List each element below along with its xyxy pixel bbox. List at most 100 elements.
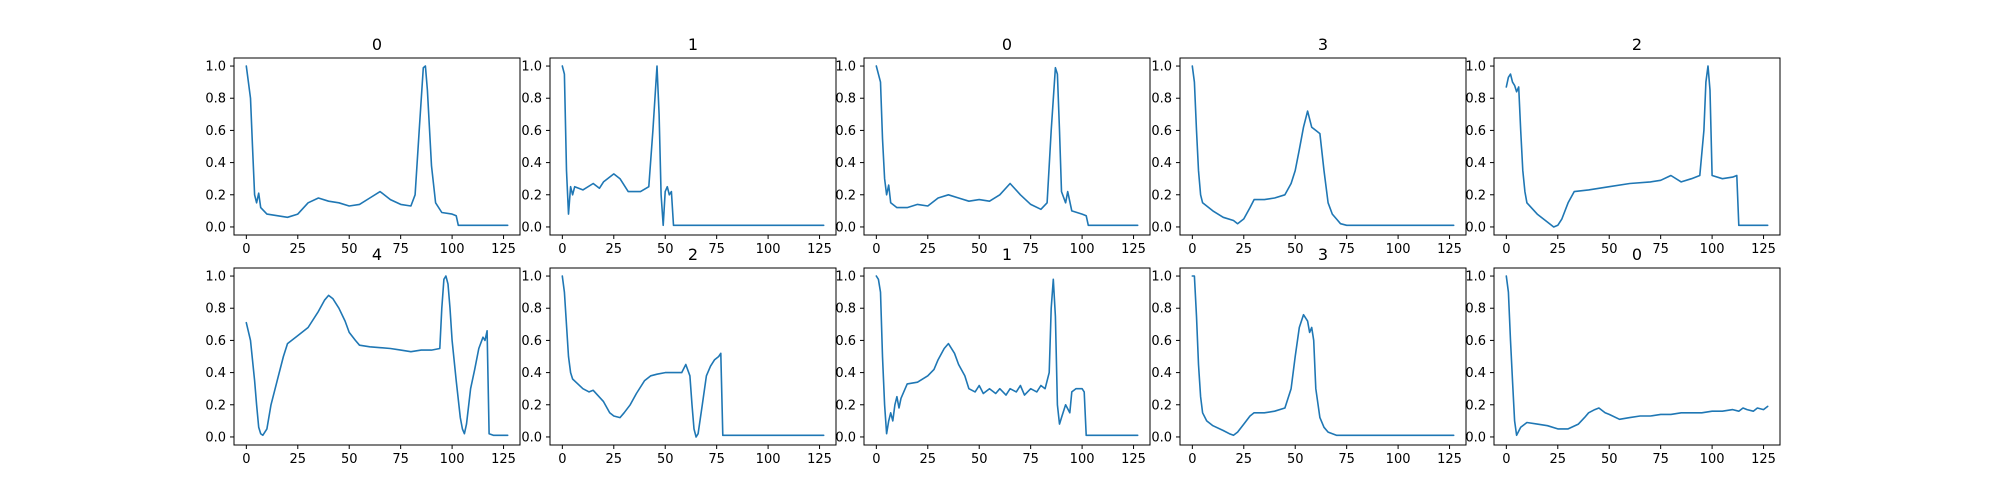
x-tick-label: 0 [1502,242,1510,257]
y-tick-label: 1.0 [835,270,856,285]
subplot-4: 2 0.0 0.2 0.4 0.6 0.8 1.0 0 25 50 75 100 125 [1465,35,1781,257]
series-line [561,65,825,227]
series-line [245,275,509,437]
y-tick-label: 0.0 [1465,430,1486,445]
subplot-1: 1 0.0 0.2 0.4 0.6 0.8 1.0 0 25 50 75 100 125 [521,35,837,257]
axes-frame [1493,267,1781,446]
subplot-title: 0 [1002,35,1012,54]
x-tick-label: 75 [1022,452,1039,467]
x-tick-label: 125 [1751,452,1776,467]
x-tick-label: 0 [872,452,880,467]
subplot-title: 0 [372,35,382,54]
axes-frame [549,267,837,446]
axes-frame [1179,267,1467,446]
y-tick-label: 0.8 [835,302,856,317]
x-tick-label: 100 [1700,452,1725,467]
x-tick-label: 125 [1437,242,1462,257]
x-tick-label: 25 [290,452,307,467]
y-tick-label: 0.0 [521,220,542,235]
series-line [875,65,1139,227]
x-tick-label: 125 [1121,452,1146,467]
subplot-2: 0 0.0 0.2 0.4 0.6 0.8 1.0 0 25 50 75 100 125 [835,35,1151,257]
y-tick-label: 0.8 [521,302,542,317]
y-tick-label: 0.2 [205,398,226,413]
x-tick-label: 50 [1601,242,1618,257]
subplot-9: 0 0.0 0.2 0.4 0.6 0.8 1.0 0 25 50 75 100 125 [1465,245,1781,467]
subplot-title: 3 [1318,35,1328,54]
x-tick-label: 25 [1236,242,1253,257]
subplot-8: 3 0.0 0.2 0.4 0.6 0.8 1.0 0 25 50 75 100 125 [1151,245,1467,467]
y-tick-label: 0.0 [1151,220,1172,235]
y-tick-label: 1.0 [1465,60,1486,75]
subplot-0: 0 0.0 0.2 0.4 0.6 0.8 1.0 0 25 50 75 100 125 [205,35,521,257]
y-tick-label: 0.8 [205,302,226,317]
y-tick-label: 0.4 [521,156,542,171]
y-tick-label: 1.0 [205,270,226,285]
x-tick-label: 75 [1338,242,1355,257]
y-tick-label: 1.0 [1465,270,1486,285]
y-tick-label: 0.0 [521,430,542,445]
x-tick-label: 25 [290,242,307,257]
x-tick-label: 25 [1236,452,1253,467]
axes-frame [1179,57,1467,236]
y-tick-label: 0.2 [521,398,542,413]
y-tick-label: 0.8 [1465,302,1486,317]
x-tick-label: 0 [1188,452,1196,467]
x-tick-label: 25 [920,452,937,467]
series-line [561,275,825,438]
y-tick-label: 0.4 [835,366,856,381]
subplot-title: 3 [1318,245,1328,264]
x-tick-label: 75 [1022,242,1039,257]
y-tick-label: 0.8 [205,92,226,107]
series-line [1505,65,1769,228]
axes-frame [233,267,521,446]
y-tick-label: 0.0 [205,430,226,445]
y-tick-label: 0.0 [835,220,856,235]
y-tick-label: 0.4 [1151,156,1172,171]
y-tick-label: 0.0 [835,430,856,445]
x-tick-label: 100 [1700,242,1725,257]
x-tick-label: 75 [1652,242,1669,257]
x-tick-label: 25 [606,452,623,467]
y-tick-label: 0.8 [1465,92,1486,107]
y-tick-label: 0.8 [835,92,856,107]
y-tick-label: 0.2 [1151,398,1172,413]
x-tick-label: 75 [1652,452,1669,467]
y-tick-label: 0.2 [1465,188,1486,203]
axes-frame [233,57,521,236]
x-tick-label: 75 [708,242,725,257]
x-tick-label: 125 [1751,242,1776,257]
y-tick-label: 0.8 [1151,302,1172,317]
y-tick-label: 0.0 [205,220,226,235]
y-tick-label: 0.2 [1151,188,1172,203]
series-line [875,275,1139,437]
y-tick-label: 0.2 [835,188,856,203]
y-tick-label: 0.6 [521,124,542,139]
x-tick-label: 50 [1287,242,1304,257]
x-tick-label: 125 [807,452,832,467]
x-tick-label: 100 [1386,242,1411,257]
series-line [245,65,509,227]
y-tick-label: 1.0 [521,270,542,285]
y-tick-label: 1.0 [835,60,856,75]
x-tick-label: 25 [1550,452,1567,467]
y-tick-label: 0.6 [835,124,856,139]
y-tick-label: 0.4 [521,366,542,381]
x-tick-label: 0 [1502,452,1510,467]
y-tick-label: 0.4 [1151,366,1172,381]
x-tick-label: 25 [920,242,937,257]
axes-frame [863,57,1151,236]
y-tick-label: 1.0 [1151,60,1172,75]
y-tick-label: 0.0 [1465,220,1486,235]
x-tick-label: 75 [392,242,409,257]
x-tick-label: 75 [708,452,725,467]
y-tick-label: 0.6 [835,334,856,349]
subplot-7: 1 0.0 0.2 0.4 0.6 0.8 1.0 0 25 50 75 100 125 [835,245,1151,467]
x-tick-label: 25 [1550,242,1567,257]
y-tick-label: 0.8 [521,92,542,107]
subplot-title: 0 [1632,245,1642,264]
x-tick-label: 125 [491,452,516,467]
y-tick-label: 0.2 [835,398,856,413]
x-tick-label: 50 [971,452,988,467]
